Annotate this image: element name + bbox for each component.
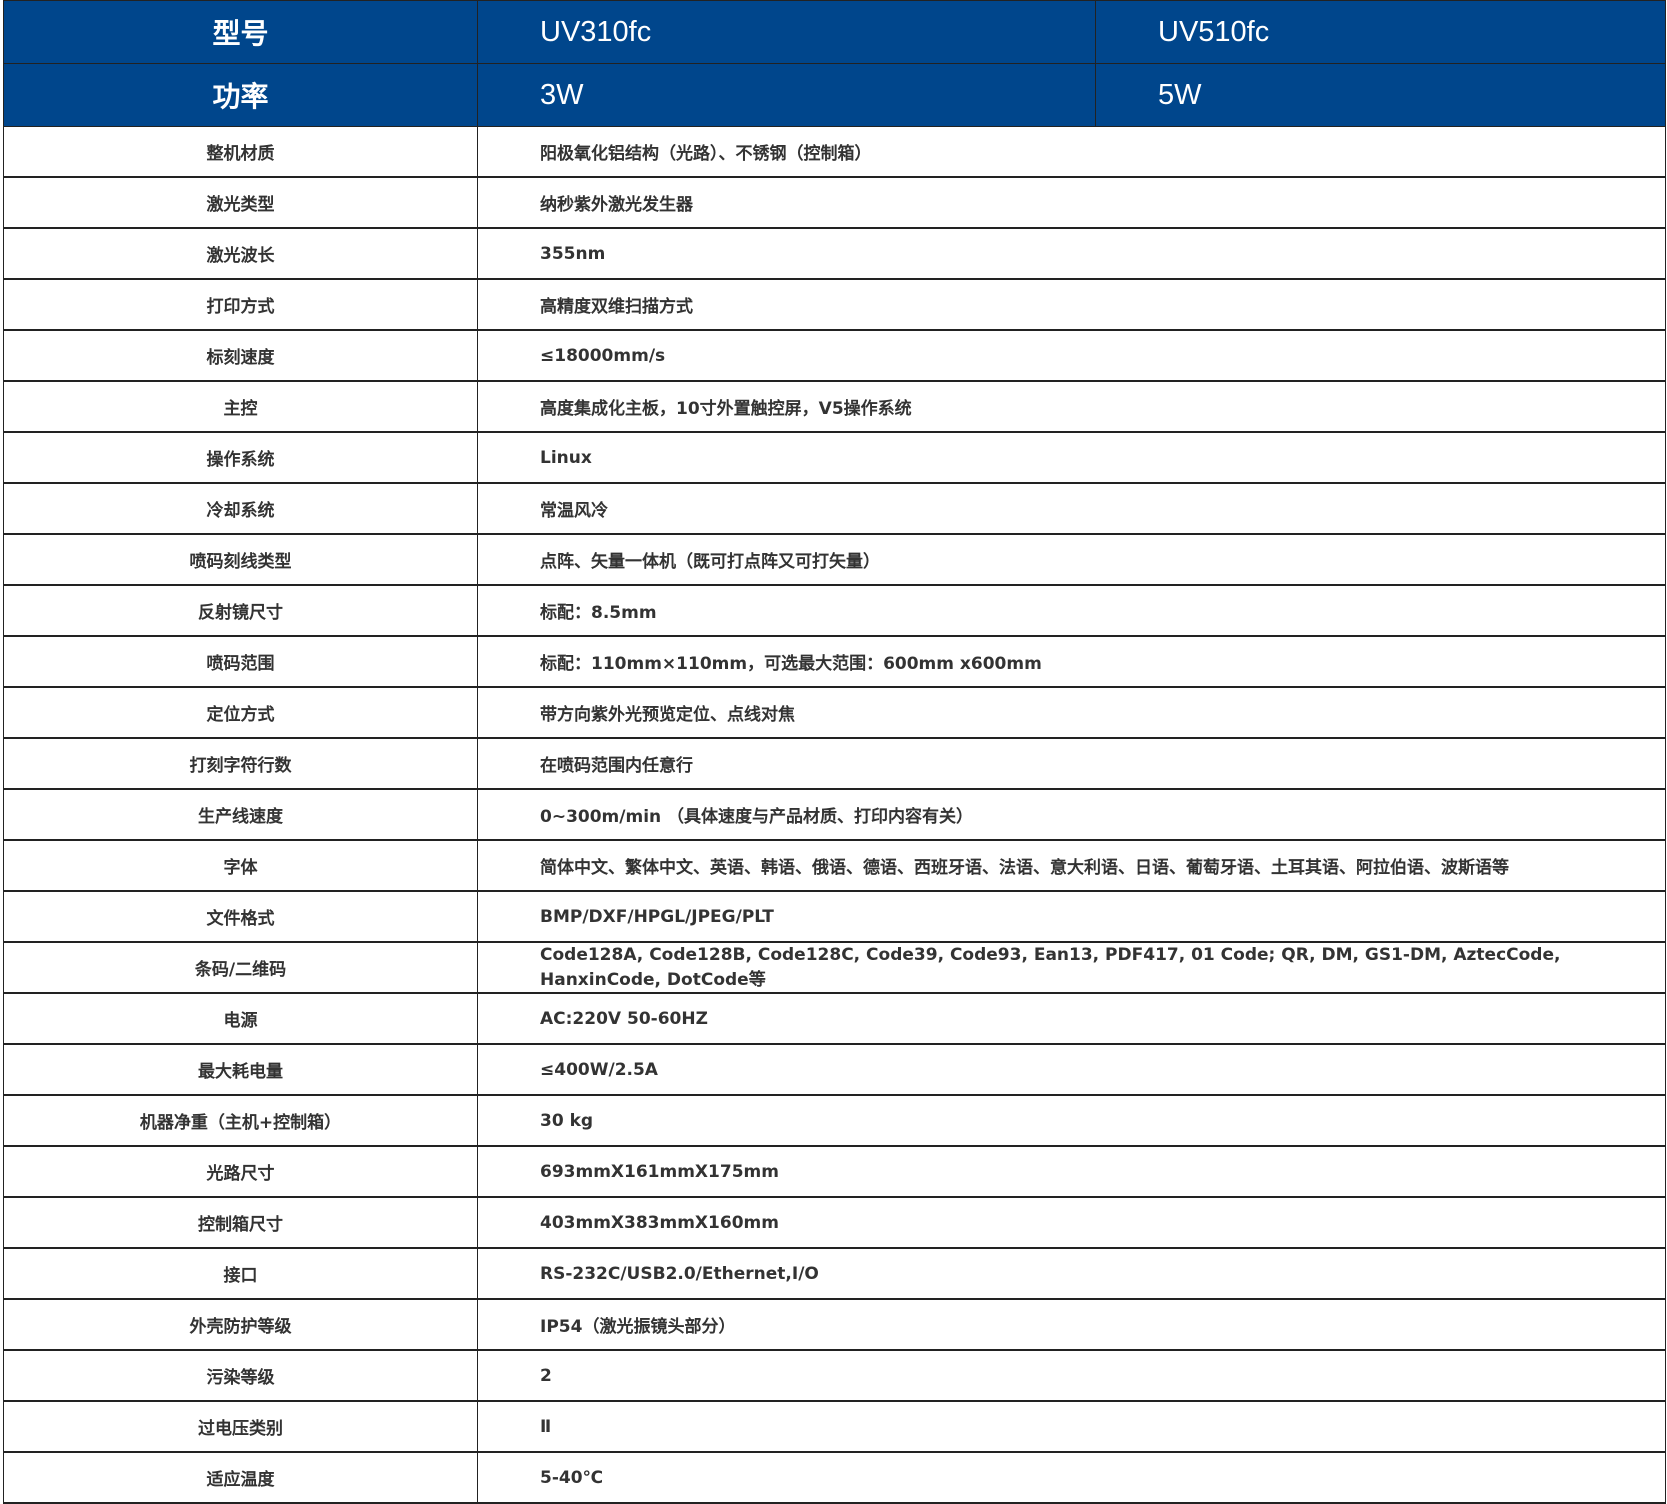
spec-label: 光路尺寸 [3, 1145, 478, 1198]
spec-row: 条码/二维码 Code128A, Code128B, Code128C, Code… [3, 941, 1666, 994]
spec-value: BMP/DXF/HPGL/JPEG/PLT [477, 890, 1666, 943]
spec-value: AC:220V 50-60HZ [477, 992, 1666, 1045]
header-row-model: 型号 UV310fc UV510fc [3, 0, 1666, 64]
spec-label: 打刻字符行数 [3, 737, 478, 790]
header-label: 型号 [3, 0, 478, 64]
spec-value: 0~300m/min （具体速度与产品材质、打印内容有关） [477, 788, 1666, 841]
spec-value: 简体中文、繁体中文、英语、韩语、俄语、德语、西班牙语、法语、意大利语、日语、葡萄… [477, 839, 1666, 892]
spec-row: 光路尺寸 693mmX161mmX175mm [3, 1145, 1666, 1198]
spec-value: 403mmX383mmX160mm [477, 1196, 1666, 1249]
spec-row: 外壳防护等级 IP54（激光振镜头部分） [3, 1298, 1666, 1351]
spec-label: 冷却系统 [3, 482, 478, 535]
spec-row: 生产线速度 0~300m/min （具体速度与产品材质、打印内容有关） [3, 788, 1666, 841]
spec-label: 污染等级 [3, 1349, 478, 1402]
spec-value: Code128A, Code128B, Code128C, Code39, Co… [477, 941, 1666, 994]
spec-row: 电源 AC:220V 50-60HZ [3, 992, 1666, 1045]
spec-value: 点阵、矢量一体机（既可打点阵又可打矢量） [477, 533, 1666, 586]
spec-row: 喷码刻线类型 点阵、矢量一体机（既可打点阵又可打矢量） [3, 533, 1666, 586]
spec-row: 定位方式 带方向紫外光预览定位、点线对焦 [3, 686, 1666, 739]
spec-table: 型号 UV310fc UV510fc 功率 3W 5W 整机材质 阳极氧化铝结构（… [3, 0, 1666, 1504]
spec-label: 字体 [3, 839, 478, 892]
spec-label: 外壳防护等级 [3, 1298, 478, 1351]
spec-value: 标配：110mm×110mm，可选最大范围：600mm x600mm [477, 635, 1666, 688]
spec-label: 适应温度 [3, 1451, 478, 1504]
spec-value: 常温风冷 [477, 482, 1666, 535]
spec-label: 激光类型 [3, 176, 478, 229]
spec-row: 冷却系统 常温风冷 [3, 482, 1666, 535]
spec-row: 最大耗电量 ≤400W/2.5A [3, 1043, 1666, 1096]
spec-row: 激光波长 355nm [3, 227, 1666, 280]
spec-row: 操作系统 Linux [3, 431, 1666, 484]
spec-value: 阳极氧化铝结构（光路）、不锈钢（控制箱） [477, 126, 1666, 178]
spec-value: Ⅱ [477, 1400, 1666, 1453]
spec-value: IP54（激光振镜头部分） [477, 1298, 1666, 1351]
power-uv310fc: 3W [477, 63, 1096, 127]
spec-row: 打刻字符行数 在喷码范围内任意行 [3, 737, 1666, 790]
header-row-power: 功率 3W 5W [3, 63, 1666, 127]
spec-label: 最大耗电量 [3, 1043, 478, 1096]
spec-label: 条码/二维码 [3, 941, 478, 994]
spec-label: 电源 [3, 992, 478, 1045]
spec-label: 反射镜尺寸 [3, 584, 478, 637]
model-uv510fc: UV510fc [1095, 0, 1666, 64]
spec-label: 定位方式 [3, 686, 478, 739]
spec-label: 操作系统 [3, 431, 478, 484]
spec-value: ≤400W/2.5A [477, 1043, 1666, 1096]
spec-label: 整机材质 [3, 126, 478, 178]
spec-label: 生产线速度 [3, 788, 478, 841]
spec-label: 主控 [3, 380, 478, 433]
spec-row: 标刻速度 ≤18000mm/s [3, 329, 1666, 382]
spec-label: 喷码刻线类型 [3, 533, 478, 586]
spec-row: 激光类型 纳秒紫外激光发生器 [3, 176, 1666, 229]
spec-value: 高度集成化主板，10寸外置触控屏，V5操作系统 [477, 380, 1666, 433]
spec-value: 2 [477, 1349, 1666, 1402]
spec-value: 30 kg [477, 1094, 1666, 1147]
spec-row: 字体 简体中文、繁体中文、英语、韩语、俄语、德语、西班牙语、法语、意大利语、日语、… [3, 839, 1666, 892]
spec-value: 5-40℃ [477, 1451, 1666, 1504]
spec-label: 喷码范围 [3, 635, 478, 688]
spec-value: Linux [477, 431, 1666, 484]
header-label: 功率 [3, 63, 478, 127]
spec-label: 控制箱尺寸 [3, 1196, 478, 1249]
spec-row: 接口 RS-232C/USB2.0/Ethernet,I/O [3, 1247, 1666, 1300]
spec-value: 693mmX161mmX175mm [477, 1145, 1666, 1198]
spec-row: 适应温度 5-40℃ [3, 1451, 1666, 1504]
spec-label: 接口 [3, 1247, 478, 1300]
spec-row: 喷码范围 标配：110mm×110mm，可选最大范围：600mm x600mm [3, 635, 1666, 688]
spec-label: 激光波长 [3, 227, 478, 280]
spec-value: 355nm [477, 227, 1666, 280]
spec-value: RS-232C/USB2.0/Ethernet,I/O [477, 1247, 1666, 1300]
spec-label: 标刻速度 [3, 329, 478, 382]
spec-row: 整机材质 阳极氧化铝结构（光路）、不锈钢（控制箱） [3, 126, 1666, 178]
model-uv310fc: UV310fc [477, 0, 1096, 64]
spec-row: 污染等级 2 [3, 1349, 1666, 1402]
power-uv510fc: 5W [1095, 63, 1666, 127]
spec-label: 文件格式 [3, 890, 478, 943]
spec-value: 带方向紫外光预览定位、点线对焦 [477, 686, 1666, 739]
spec-label: 机器净重（主机+控制箱） [3, 1094, 478, 1147]
spec-value: 标配：8.5mm [477, 584, 1666, 637]
spec-row: 反射镜尺寸 标配：8.5mm [3, 584, 1666, 637]
spec-row: 文件格式 BMP/DXF/HPGL/JPEG/PLT [3, 890, 1666, 943]
spec-value: ≤18000mm/s [477, 329, 1666, 382]
spec-row: 主控 高度集成化主板，10寸外置触控屏，V5操作系统 [3, 380, 1666, 433]
spec-row: 过电压类别 Ⅱ [3, 1400, 1666, 1453]
spec-row: 机器净重（主机+控制箱） 30 kg [3, 1094, 1666, 1147]
spec-row: 打印方式 高精度双维扫描方式 [3, 278, 1666, 331]
spec-value: 纳秒紫外激光发生器 [477, 176, 1666, 229]
spec-label: 打印方式 [3, 278, 478, 331]
spec-value: 高精度双维扫描方式 [477, 278, 1666, 331]
spec-label: 过电压类别 [3, 1400, 478, 1453]
spec-value: 在喷码范围内任意行 [477, 737, 1666, 790]
spec-row: 控制箱尺寸 403mmX383mmX160mm [3, 1196, 1666, 1249]
